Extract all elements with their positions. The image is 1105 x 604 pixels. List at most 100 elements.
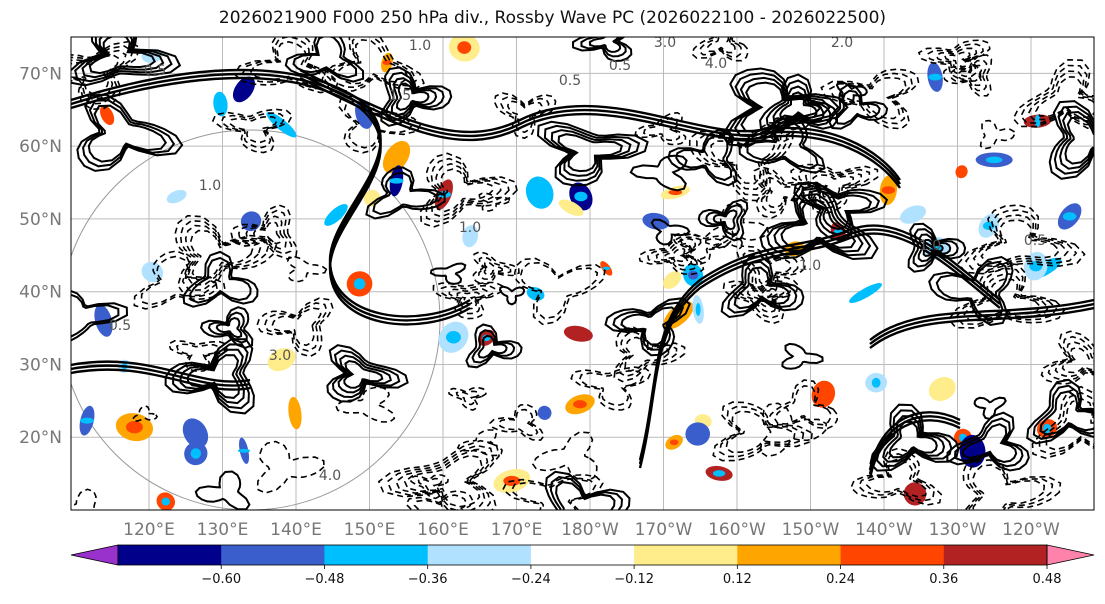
dashed-contour	[764, 176, 805, 209]
colorbar-outline	[117, 544, 1048, 566]
dashed-contour	[926, 43, 984, 78]
dashed-contour	[1027, 70, 1094, 122]
solid-contour	[189, 256, 252, 304]
contour-labels: 1.0 3.0 2.0 0.5 4.0 1.5 0.5 1.0 0.5 1.0 0.5 3.0 4.0 1…	[109, 37, 1046, 484]
contour-value-label: 0.5	[144, 63, 166, 79]
dashed-contour	[436, 168, 494, 213]
wave-train-contour	[71, 68, 471, 318]
contour-value-label: 0.5	[559, 73, 581, 89]
solid-contour	[1053, 105, 1094, 175]
divergence-core	[668, 189, 683, 196]
dashed-contour	[664, 247, 687, 263]
dashed-contour	[638, 232, 705, 276]
dashed-contour	[766, 379, 839, 430]
divergence-patch	[100, 105, 115, 126]
dashed-contour	[917, 39, 991, 82]
dashed-contour	[646, 237, 699, 271]
dashed-contour	[431, 162, 502, 218]
divergence-core	[871, 377, 881, 388]
solid-contour	[215, 316, 243, 339]
solid-contour	[326, 344, 409, 403]
dashed-contour	[140, 255, 218, 306]
dashed-contour	[706, 37, 736, 54]
dashed-contour	[237, 209, 293, 255]
divergence-patch	[899, 205, 927, 224]
dashed-contour	[417, 477, 443, 494]
solid-contour	[365, 166, 446, 220]
solid-contour	[1039, 390, 1094, 436]
colorbar-segment	[427, 545, 532, 565]
divergence-core	[1034, 114, 1041, 128]
colorbar-segment	[118, 545, 222, 565]
lon-label: 130°W	[929, 520, 987, 540]
solid-contour	[550, 129, 632, 177]
solid-contour	[604, 297, 691, 357]
lon-label: 160°W	[708, 520, 766, 540]
dashed-contour	[857, 452, 935, 502]
contour-value-label: 1.0	[799, 258, 821, 274]
solid-contour	[477, 334, 508, 359]
divergence-core	[928, 73, 942, 81]
rossby-wave-contours	[71, 37, 1094, 510]
dashed-contour	[228, 115, 279, 144]
solid-contour	[779, 91, 818, 121]
dashed-contour	[334, 386, 396, 423]
dashed-contour	[712, 401, 813, 462]
solid-contour	[292, 37, 358, 79]
dashed-contour	[472, 251, 520, 285]
divergence-patch	[955, 165, 968, 179]
dashed-contour	[865, 458, 928, 498]
solid-contour	[740, 81, 823, 133]
colorbar-extend-min	[70, 544, 119, 566]
dashed-contour	[386, 444, 495, 510]
dashed-contour	[455, 390, 480, 406]
divergence-core	[1062, 212, 1077, 221]
lon-label: 170°W	[635, 520, 693, 540]
divergence-patch	[811, 380, 836, 408]
solid-contour	[536, 120, 649, 187]
solid-contour	[1026, 378, 1094, 445]
divergence-patch	[558, 199, 584, 216]
solid-contour	[738, 114, 826, 174]
colorbar-tick-label: −0.48	[305, 572, 345, 587]
dashed-contour	[1054, 341, 1094, 378]
solid-contour	[372, 171, 438, 216]
solid-contour	[557, 133, 623, 173]
dashed-contour	[179, 219, 270, 292]
colorbar-tick-label: −0.24	[511, 572, 551, 587]
solid-contour	[343, 359, 384, 389]
divergence-core	[190, 448, 201, 459]
lat-label: 20°N	[19, 428, 62, 448]
dashed-contour	[947, 262, 1066, 329]
solid-contour	[759, 181, 879, 261]
lon-label: 150°E	[344, 520, 396, 540]
divergence-core	[687, 270, 699, 280]
dashed-contour	[256, 440, 325, 494]
solid-contour	[766, 187, 872, 257]
colorbar-segment	[840, 545, 945, 565]
dashed-contour	[715, 228, 743, 249]
lon-label: 180°W	[561, 520, 619, 540]
solid-contour	[1032, 384, 1094, 440]
dashed-contour	[955, 267, 1058, 326]
divergence-core	[237, 448, 251, 453]
dashed-contour	[71, 488, 97, 510]
dashed-contour	[742, 249, 799, 292]
solid-contour	[194, 470, 251, 510]
contour-value-label: 0.5	[609, 58, 631, 74]
dashed-contour	[483, 261, 504, 276]
dashed-contour	[271, 307, 322, 347]
divergence-patch	[166, 189, 187, 204]
dashed-contour	[252, 220, 282, 245]
solid-contour	[928, 255, 1014, 326]
divergence-patch	[685, 422, 711, 446]
wave-train-contour	[869, 298, 1094, 341]
lon-label: 120°E	[123, 520, 175, 540]
divergence-core	[669, 439, 679, 446]
dashed-contour	[1019, 64, 1094, 126]
chart-title: 2026021900 F000 250 hPa div., Rossby Wav…	[218, 8, 887, 28]
colorbar-extend-max	[1046, 544, 1095, 566]
divergence-core	[161, 497, 171, 506]
solid-contour	[172, 343, 250, 410]
